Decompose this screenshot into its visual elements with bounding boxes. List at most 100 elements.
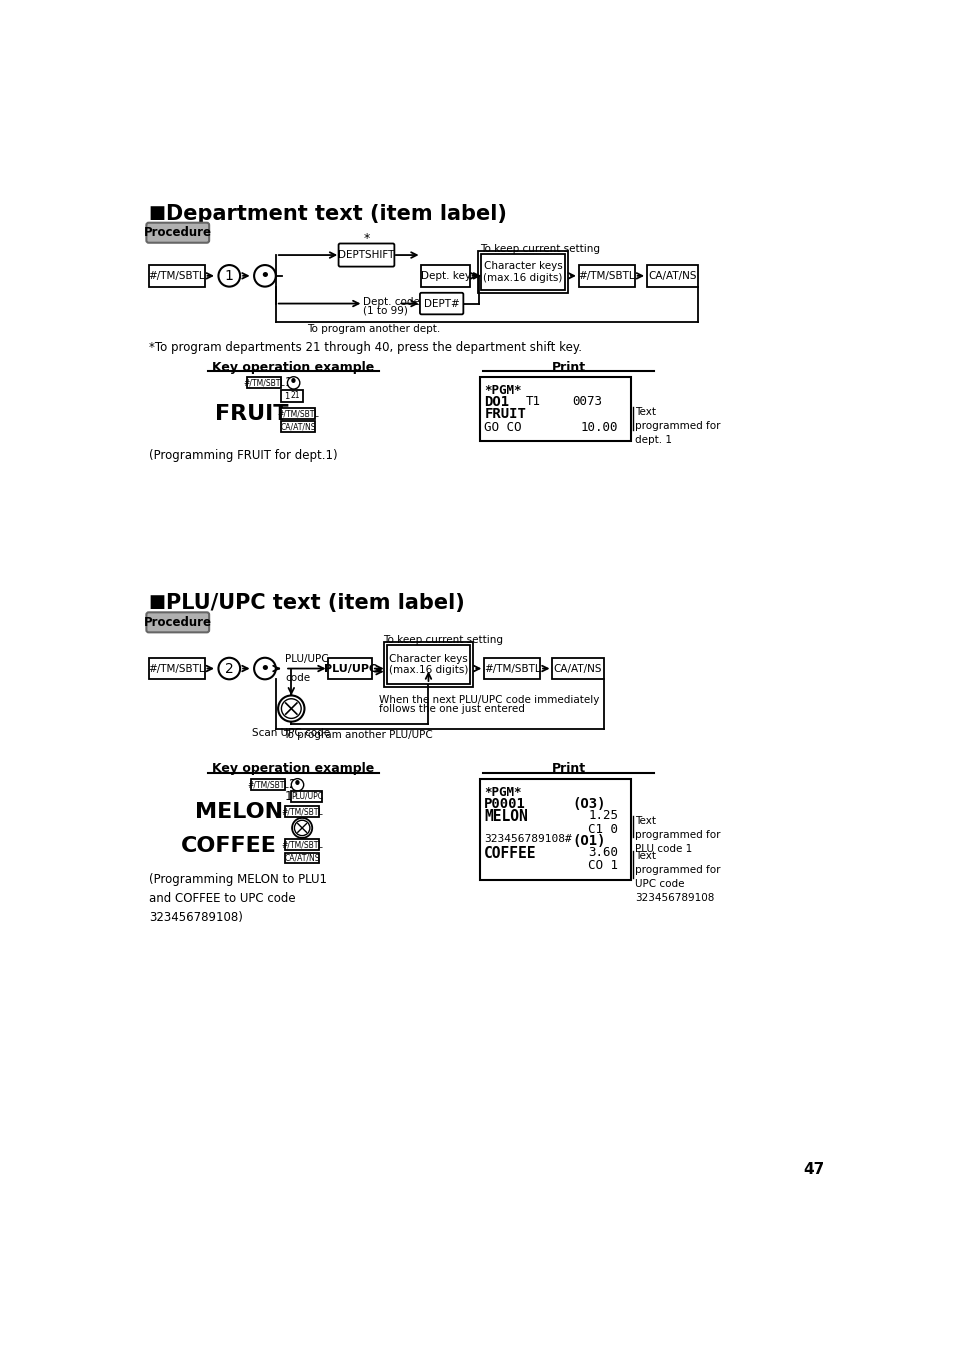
Text: follows the one just entered: follows the one just entered [378,704,524,714]
Text: PLU/UPC text (item label): PLU/UPC text (item label) [166,594,464,612]
Text: DEPTSHIFT: DEPTSHIFT [338,250,395,260]
Text: 1: 1 [284,393,290,401]
Circle shape [218,658,240,680]
Circle shape [292,817,312,838]
Text: #/TM/SBTL: #/TM/SBTL [483,664,540,673]
Bar [149,658,204,680]
Text: Procedure: Procedure [144,227,212,239]
Text: 1: 1 [225,268,233,283]
Text: To program another dept.: To program another dept. [307,324,439,333]
Text: COFFEE: COFFEE [181,835,276,855]
Text: 1: 1 [285,791,293,803]
Bar [149,264,204,286]
Text: CA/AT/NS: CA/AT/NS [648,271,696,281]
Text: 2: 2 [225,661,233,676]
Text: Print: Print [551,360,585,374]
Text: (O3): (O3) [572,797,605,811]
Text: CA/AT/NS: CA/AT/NS [280,422,315,432]
FancyBboxPatch shape [146,223,209,243]
Text: #/TM/SBTL: #/TM/SBTL [247,780,289,789]
Text: 323456789108#: 323456789108# [484,834,572,844]
Text: To program another PLU/UPC: To program another PLU/UPC [283,730,433,741]
Text: T1: T1 [525,395,540,409]
Text: DEPT#: DEPT# [423,298,459,309]
Text: *: * [363,232,369,246]
Text: •: • [259,660,270,677]
Text: Scan UPC code: Scan UPC code [252,728,330,738]
Bar [386,645,470,684]
Text: PLU/UPC: PLU/UPC [291,792,322,801]
Bar [328,658,372,680]
Bar [646,264,698,286]
Text: MELON: MELON [484,809,527,824]
FancyBboxPatch shape [338,244,394,267]
Text: •: • [293,777,301,792]
Text: 47: 47 [802,1161,823,1176]
Text: Text
programmed for
UPC code
323456789108: Text programmed for UPC code 32345678910… [635,851,720,902]
Text: *PGM*: *PGM* [484,384,521,398]
Text: Key operation example: Key operation example [213,360,375,374]
Bar [291,791,322,801]
Bar [281,390,303,402]
Text: 10.00: 10.00 [579,421,618,434]
Text: COFFEE: COFFEE [484,846,537,861]
Text: 0073: 0073 [572,395,602,409]
Bar [247,378,281,389]
FancyBboxPatch shape [419,293,463,314]
Text: *To program departments 21 through 40, press the department shift key.: *To program departments 21 through 40, p… [149,340,581,353]
Text: CO 1: CO 1 [587,859,618,871]
Text: DO1: DO1 [484,395,509,409]
Text: 1: 1 [284,376,292,390]
Text: C1 0: C1 0 [587,823,618,836]
Bar [421,264,469,286]
Bar [383,642,473,687]
Bar [479,378,630,441]
Text: #/TM/SBTL: #/TM/SBTL [148,664,205,673]
Circle shape [291,778,303,791]
Bar [285,839,319,850]
Text: Dept. code: Dept. code [363,297,420,306]
Text: #/TM/SBTL: #/TM/SBTL [148,271,205,281]
Text: •: • [259,267,270,285]
Circle shape [253,264,275,286]
Text: ■: ■ [149,594,166,611]
Text: FRUIT: FRUIT [214,405,288,425]
Text: MELON: MELON [195,801,283,822]
Text: To keep current setting: To keep current setting [382,634,502,645]
Text: (O1): (O1) [572,834,605,849]
Bar [281,409,315,420]
Text: #/TM/SBTL: #/TM/SBTL [277,409,318,418]
Bar [251,780,285,791]
Bar [281,421,315,432]
Text: CA/AT/NS: CA/AT/NS [554,664,601,673]
Text: •: • [289,375,297,390]
Bar [285,807,319,817]
Text: 21: 21 [290,391,299,399]
Bar [479,780,630,880]
Text: *PGM*: *PGM* [484,786,521,800]
Text: GO CO: GO CO [484,421,521,434]
Text: 2: 2 [288,778,295,792]
Text: FRUIT: FRUIT [484,407,526,421]
Bar [285,853,319,863]
Text: (1 to 99): (1 to 99) [363,305,408,316]
Text: (Programming FRUIT for dept.1): (Programming FRUIT for dept.1) [149,449,337,463]
Text: PLU/UPC: PLU/UPC [285,654,329,664]
Bar [484,658,539,680]
Bar [578,264,634,286]
FancyBboxPatch shape [146,612,209,633]
Text: #/TM/SBTL: #/TM/SBTL [243,378,285,387]
Text: P0001: P0001 [484,797,526,811]
Text: CA/AT/NS: CA/AT/NS [284,854,319,862]
Text: Text
programmed for
dept. 1: Text programmed for dept. 1 [635,407,720,445]
Circle shape [218,264,240,286]
Text: When the next PLU/UPC code immediately: When the next PLU/UPC code immediately [378,695,598,704]
Text: ■: ■ [149,204,166,223]
Text: Character keys
(max.16 digits): Character keys (max.16 digits) [483,262,562,283]
Text: #/TM/SBTL: #/TM/SBTL [281,840,323,850]
Text: Procedure: Procedure [144,616,212,629]
Bar [477,251,567,293]
Text: code: code [285,673,310,683]
Text: (Programming MELON to PLU1
and COFFEE to UPC code
323456789108): (Programming MELON to PLU1 and COFFEE to… [149,873,326,924]
Text: #/TM/SBTL: #/TM/SBTL [578,271,635,281]
